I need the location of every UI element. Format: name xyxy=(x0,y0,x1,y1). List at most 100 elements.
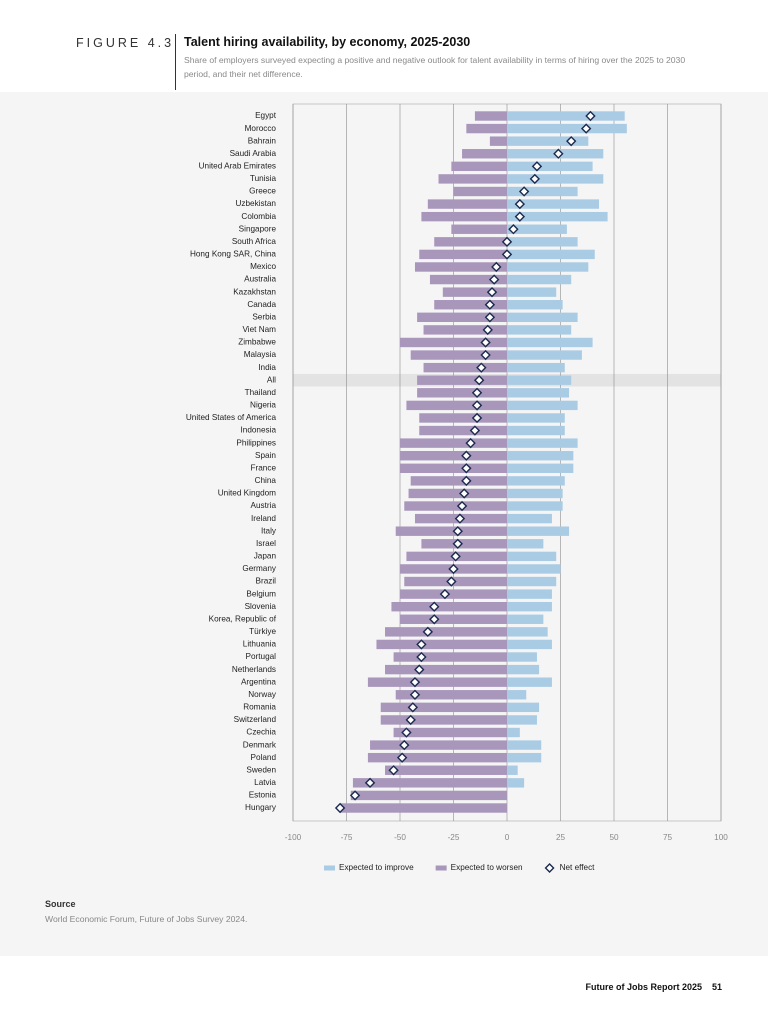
y-tick-label: Colombia xyxy=(241,212,276,221)
net-marker xyxy=(480,337,491,348)
y-tick-label: Austria xyxy=(251,501,277,510)
legend-label: Net effect xyxy=(560,863,596,872)
x-tick-label: -50 xyxy=(394,833,406,842)
bar xyxy=(507,375,572,385)
bar xyxy=(507,161,593,172)
net-marker xyxy=(482,324,493,336)
net-marker xyxy=(452,538,463,549)
bar xyxy=(489,136,507,146)
y-tick-label: Singapore xyxy=(239,224,277,233)
bar xyxy=(507,400,578,411)
bar xyxy=(507,237,578,247)
y-tick-label: India xyxy=(258,363,276,372)
y-tick-label: Malaysia xyxy=(244,350,277,359)
bar xyxy=(417,388,507,398)
y-tick-label: Saudi Arabia xyxy=(230,149,277,158)
net-marker xyxy=(422,626,434,638)
y-tick-label: Nigeria xyxy=(250,401,276,410)
y-tick-label: Estonia xyxy=(249,791,277,800)
net-marker xyxy=(473,375,485,386)
net-marker xyxy=(471,400,483,411)
y-tick-label: Romania xyxy=(243,703,276,712)
net-marker xyxy=(461,463,472,474)
y-tick-label: Portugal xyxy=(246,652,277,661)
bar xyxy=(507,388,570,398)
net-marker xyxy=(471,412,483,424)
bar xyxy=(507,337,593,348)
net-marker xyxy=(448,563,459,575)
bar xyxy=(376,639,507,650)
bar xyxy=(404,501,507,511)
bar xyxy=(395,690,507,700)
divider xyxy=(175,34,176,90)
net-marker xyxy=(501,249,513,260)
legend-swatch xyxy=(324,865,335,871)
bar xyxy=(423,362,507,373)
y-tick-label: Ireland xyxy=(251,514,276,523)
net-marker xyxy=(508,224,519,235)
bar xyxy=(507,413,565,423)
net-marker xyxy=(407,702,419,713)
bar xyxy=(507,539,544,549)
net-marker xyxy=(518,186,530,197)
net-marker xyxy=(401,727,412,738)
bar xyxy=(419,249,507,260)
bar xyxy=(507,601,552,612)
bar xyxy=(507,262,589,272)
bar xyxy=(438,174,507,184)
bar xyxy=(507,211,608,222)
footer: Future of Jobs Report 2025 51 xyxy=(585,982,722,992)
y-tick-label: Germany xyxy=(242,564,277,573)
net-marker xyxy=(476,362,487,373)
bar xyxy=(408,488,507,499)
bar xyxy=(507,564,561,574)
net-marker xyxy=(416,639,427,650)
figure-label: FIGURE 4.3 xyxy=(76,36,175,50)
bar xyxy=(419,425,507,436)
bar xyxy=(507,513,552,524)
bar xyxy=(507,249,595,260)
bar xyxy=(414,262,507,272)
bar xyxy=(466,123,507,134)
y-tick-label: Egypt xyxy=(255,111,277,120)
net-marker xyxy=(364,777,376,789)
legend-swatch xyxy=(435,865,447,871)
net-marker xyxy=(409,676,421,688)
net-marker xyxy=(388,765,399,776)
y-tick-label: Canada xyxy=(247,300,276,309)
y-tick-label: France xyxy=(251,463,277,472)
bar xyxy=(423,325,507,335)
y-tick-label: Hong Kong SAR, China xyxy=(190,250,276,259)
bar xyxy=(507,664,540,675)
net-marker xyxy=(488,274,500,285)
bar xyxy=(507,677,552,687)
net-marker xyxy=(450,551,461,562)
bar xyxy=(507,727,520,738)
bar xyxy=(507,551,557,562)
y-tick-label: Viet Nam xyxy=(242,325,276,334)
net-marker xyxy=(461,450,472,461)
y-tick-label: Israel xyxy=(256,539,276,548)
y-tick-label: Czechia xyxy=(246,728,276,737)
net-marker xyxy=(553,148,564,159)
bar xyxy=(507,778,525,788)
x-tick-label: 100 xyxy=(714,833,728,842)
bar xyxy=(507,425,565,436)
bar xyxy=(507,224,567,234)
legend-swatch xyxy=(544,863,555,873)
bar xyxy=(393,727,507,738)
bar xyxy=(400,614,507,624)
bar xyxy=(352,778,507,788)
net-marker xyxy=(452,526,463,537)
bar xyxy=(507,312,578,323)
y-tick-label: Lithuania xyxy=(243,640,277,649)
bar xyxy=(507,765,518,775)
y-tick-label: Greece xyxy=(249,187,276,196)
bar xyxy=(385,627,507,637)
bar xyxy=(380,702,507,713)
net-marker xyxy=(469,425,481,436)
bar xyxy=(350,790,507,801)
net-marker xyxy=(480,349,491,361)
x-tick-label: 50 xyxy=(609,833,619,842)
bar xyxy=(419,413,507,423)
